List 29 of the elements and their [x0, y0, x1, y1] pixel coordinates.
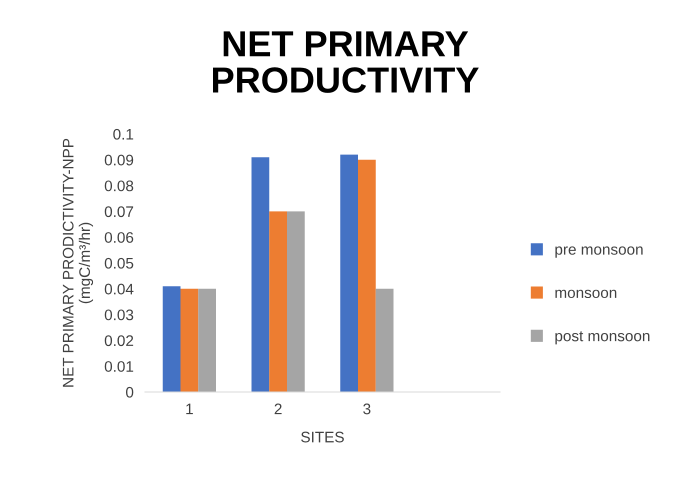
- bar: [162, 286, 180, 392]
- legend-label: post monsoon: [555, 331, 650, 344]
- y-tick-label: 0.08: [104, 180, 134, 192]
- bar: [340, 154, 358, 392]
- bar: [252, 157, 270, 392]
- bar: [358, 160, 376, 392]
- y-tick-label: 0.07: [104, 206, 134, 218]
- x-tick-label: 2: [274, 404, 282, 414]
- x-axis-title: SITES: [301, 432, 344, 442]
- legend-label: monsoon: [555, 290, 616, 298]
- y-axis-title: NET PRIMARY PRODICTIVITY-NPP (mgC/m³/hr): [62, 138, 94, 387]
- bar: [287, 211, 305, 392]
- bar: [180, 288, 198, 392]
- y-tick-label: 0.02: [104, 335, 134, 346]
- y-tick-label: 0.04: [104, 284, 134, 294]
- y-tick-label: 0.06: [104, 232, 134, 243]
- y-tick-label: 0.1: [113, 128, 134, 140]
- y-tick-label: 0.05: [104, 258, 134, 269]
- legend-label: pre monsoon: [555, 246, 643, 258]
- x-tick-label: 1: [186, 404, 193, 414]
- y-tick-label: 0.03: [104, 309, 134, 320]
- chart-title: NET PRIMARY PRODUCTIVITY: [212, 31, 479, 93]
- y-tick-label: 0: [126, 386, 134, 398]
- bar: [198, 288, 216, 392]
- bar: [269, 211, 287, 392]
- bar: [376, 288, 394, 392]
- y-tick-label: 0.01: [104, 361, 134, 372]
- y-tick-label: 0.09: [104, 154, 134, 166]
- x-tick-label: 3: [363, 404, 370, 414]
